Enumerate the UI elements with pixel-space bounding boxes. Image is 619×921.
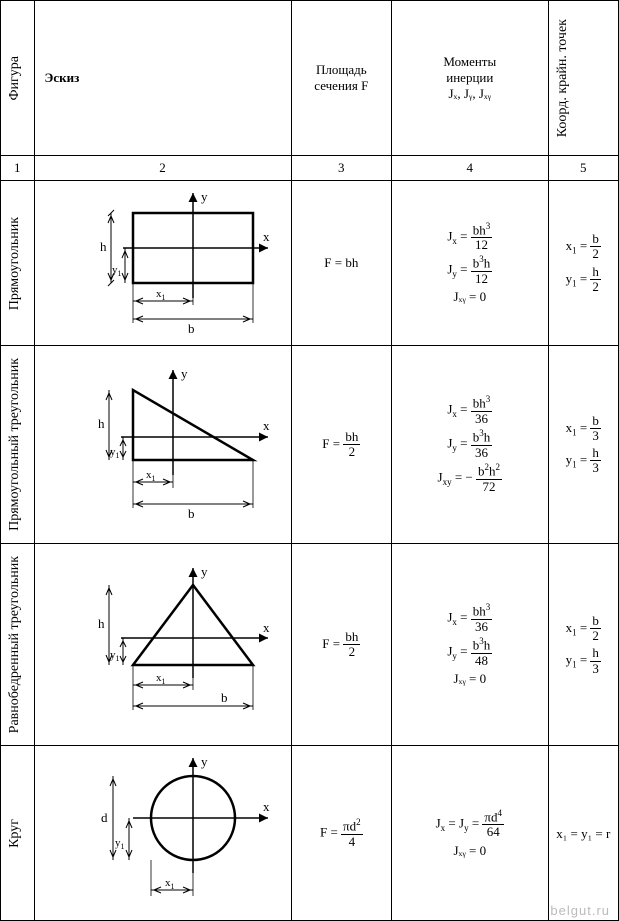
row-circle: Круг y x d y1 x1 F = πd24 Jx = Jy = πd46… <box>1 746 619 921</box>
moments-right-triangle: Jx = bh336 Jy = b3h36 Jxy = − b2h272 <box>392 346 548 544</box>
svg-text:h: h <box>98 616 105 631</box>
svg-text:x: x <box>263 229 270 244</box>
col-num-1: 1 <box>1 156 35 181</box>
figure-name-right-triangle: Прямоугольный треугольник <box>1 346 35 544</box>
sketch-isosceles-triangle: y x h y1 x1 b <box>34 544 291 746</box>
svg-text:y: y <box>201 564 208 579</box>
header-area: Площадь сечения F <box>291 1 392 156</box>
coords-isosceles-triangle: x1 = b2 y1 = h3 <box>548 544 618 746</box>
svg-text:h: h <box>100 239 107 254</box>
svg-text:x: x <box>263 620 270 635</box>
svg-text:x1: x1 <box>156 672 166 686</box>
svg-text:x1: x1 <box>156 288 166 302</box>
svg-text:b: b <box>221 690 228 705</box>
header-moments: Моменты инерции Jₓ, Jᵧ, Jₓᵧ <box>392 1 548 156</box>
header-coords: Коорд. крайн. точек <box>548 1 618 156</box>
svg-text:y1: y1 <box>112 264 122 278</box>
header-sketch: Эскиз <box>34 1 291 156</box>
coords-circle: x₁ = y₁ = r belgut.ru <box>548 746 618 921</box>
moments-circle: Jx = Jy = πd464 Jₓᵧ = 0 <box>392 746 548 921</box>
figure-name-rectangle: Прямоугольник <box>1 181 35 346</box>
col-num-3: 3 <box>291 156 392 181</box>
row-rectangle: Прямоугольник y x h y1 x1 b F = bh <box>1 181 619 346</box>
svg-text:b: b <box>188 506 195 521</box>
moments-isosceles-triangle: Jx = bh336 Jy = b3h48 Jₓᵧ = 0 <box>392 544 548 746</box>
properties-table: Фигура Эскиз Площадь сечения F Моменты и… <box>0 0 619 921</box>
svg-text:x1: x1 <box>165 877 175 891</box>
col-num-2: 2 <box>34 156 291 181</box>
svg-text:y: y <box>181 366 188 381</box>
moments-rectangle: Jx = bh312 Jy = b3h12 Jₓᵧ = 0 <box>392 181 548 346</box>
coords-right-triangle: x1 = b3 y1 = h3 <box>548 346 618 544</box>
number-row: 1 2 3 4 5 <box>1 156 619 181</box>
area-rectangle: F = bh <box>291 181 392 346</box>
svg-text:x1: x1 <box>146 469 156 483</box>
header-row: Фигура Эскиз Площадь сечения F Моменты и… <box>1 1 619 156</box>
svg-text:h: h <box>98 416 105 431</box>
figure-name-circle: Круг <box>1 746 35 921</box>
svg-text:b: b <box>188 321 195 336</box>
header-figure: Фигура <box>1 1 35 156</box>
area-circle: F = πd24 <box>291 746 392 921</box>
sketch-rectangle: y x h y1 x1 b <box>34 181 291 346</box>
svg-text:y1: y1 <box>110 446 120 460</box>
sketch-circle: y x d y1 x1 <box>34 746 291 921</box>
svg-text:x: x <box>263 799 270 814</box>
sketch-right-triangle: y x h y1 x1 b <box>34 346 291 544</box>
svg-text:d: d <box>101 810 108 825</box>
figure-name-isosceles-triangle: Равнобедренный треугольник <box>1 544 35 746</box>
area-right-triangle: F = bh2 <box>291 346 392 544</box>
area-isosceles-triangle: F = bh2 <box>291 544 392 746</box>
svg-text:y1: y1 <box>110 649 120 663</box>
col-num-5: 5 <box>548 156 618 181</box>
coords-rectangle: x1 = b2 y1 = h2 <box>548 181 618 346</box>
row-right-triangle: Прямоугольный треугольник y x h y1 x1 b <box>1 346 619 544</box>
col-num-4: 4 <box>392 156 548 181</box>
row-isosceles-triangle: Равнобедренный треугольник y x h y1 x1 b <box>1 544 619 746</box>
svg-text:y1: y1 <box>115 837 125 851</box>
watermark: belgut.ru <box>550 903 610 918</box>
svg-text:y: y <box>201 754 208 769</box>
svg-text:x: x <box>263 418 270 433</box>
svg-text:y: y <box>201 189 208 204</box>
